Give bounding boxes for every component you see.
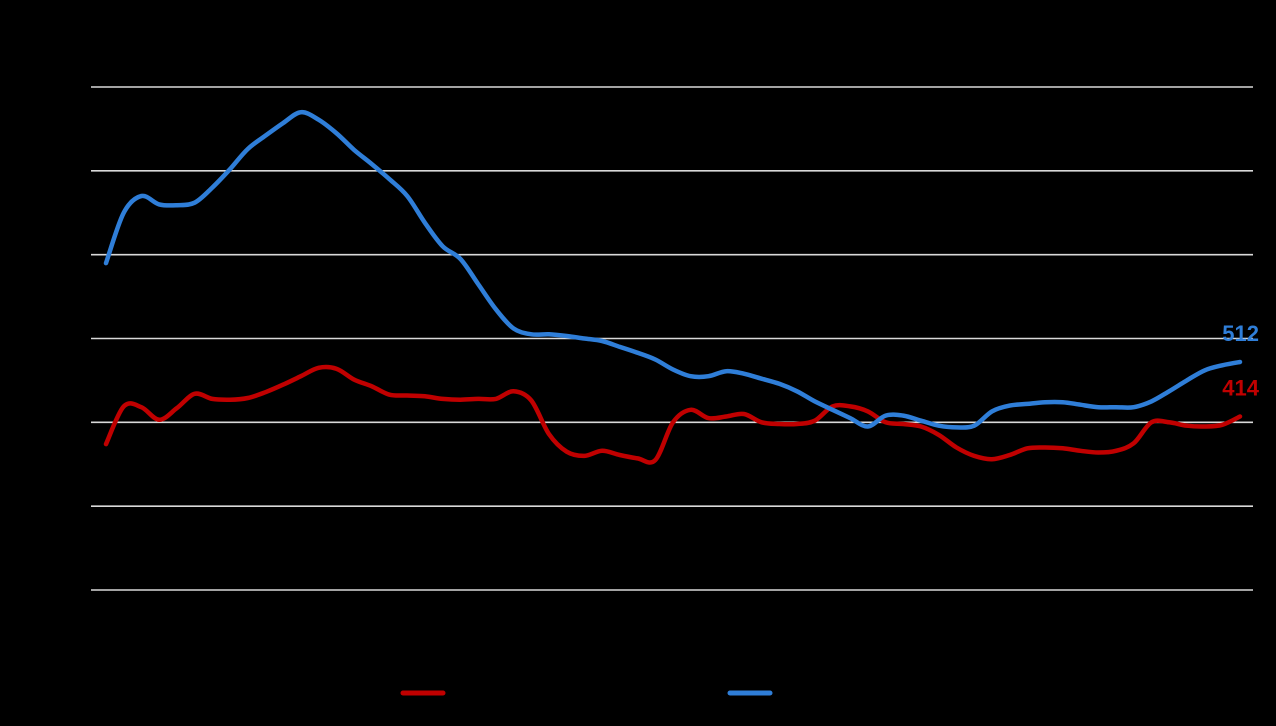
series-line-red — [103, 364, 1243, 465]
series-line-blue — [103, 109, 1243, 430]
end-label-blue: 512 — [1222, 321, 1259, 346]
series-lines — [103, 109, 1243, 465]
end-labels: 414 512 — [1222, 321, 1259, 400]
gridlines — [91, 86, 1253, 591]
end-label-red: 414 — [1222, 375, 1259, 400]
